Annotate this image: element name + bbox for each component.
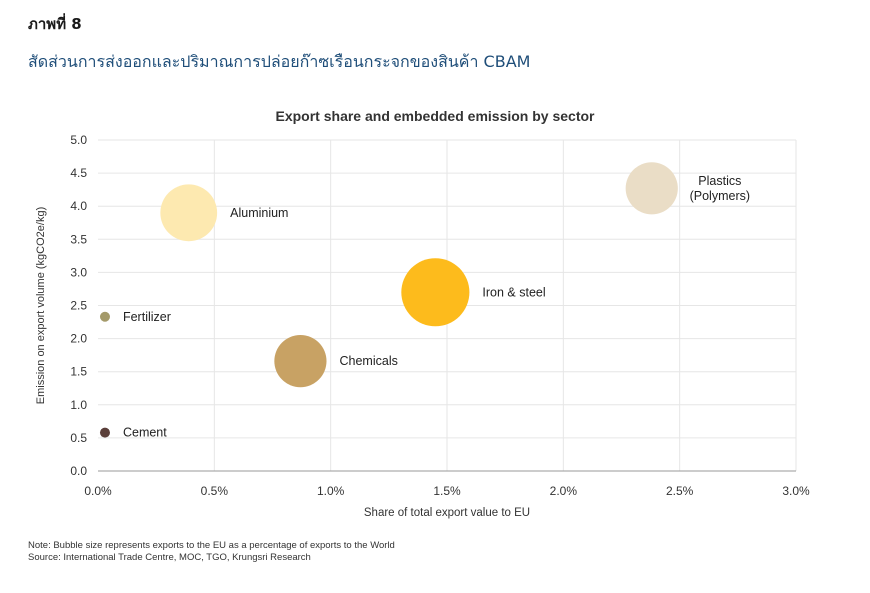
figure-title: สัดส่วนการส่งออกและปริมาณการปล่อยก๊าซเรื…: [28, 52, 531, 71]
y-axis-label: Emission on export volume (kgCO2e/kg): [35, 207, 47, 404]
bubble-label: Iron & steel: [482, 285, 545, 299]
axes: 0.0 0.5 1.0 1.5 2.0 2.5 3.0 3.5 4.0 4.5 5.0 0.0% 0.5…: [70, 133, 810, 498]
x-tick-label: 1.0%: [317, 484, 345, 498]
y-tick-label: 0.0: [70, 464, 87, 478]
y-tick-label: 2.0: [70, 332, 87, 346]
bubble-label: Chemicals: [340, 354, 398, 368]
y-tick-label: 4.5: [70, 166, 87, 180]
bubbles: [99, 162, 678, 438]
y-tick-label: 4.0: [70, 199, 87, 213]
bubble: [401, 258, 470, 327]
x-tick-label: 0.0%: [84, 484, 112, 498]
x-axis-label: Share of total export value to EU: [364, 507, 530, 519]
y-tick-label: 1.5: [70, 365, 87, 379]
x-tick-label: 0.5%: [201, 484, 229, 498]
source-text: Source: International Trade Centre, MOC,…: [28, 552, 311, 563]
y-tick-label: 5.0: [70, 133, 87, 147]
y-tick-label: 3.5: [70, 232, 87, 246]
bubble-label: Fertilizer: [123, 310, 171, 324]
bubble-label: Aluminium: [230, 206, 288, 220]
figure-label: ภาพที่ 8: [28, 15, 82, 33]
x-tick-label: 2.0%: [550, 484, 578, 498]
y-tick-label: 1.0: [70, 398, 87, 412]
bubble: [99, 311, 110, 322]
y-tick-label: 0.5: [70, 431, 87, 445]
bubble-labels: Cement Fertilizer Aluminium Chemicals Iron &…: [123, 174, 750, 440]
x-tick-label: 1.5%: [433, 484, 461, 498]
y-tick-label: 2.5: [70, 299, 87, 313]
y-tick-label: 3.0: [70, 265, 87, 279]
x-tick-label: 3.0%: [782, 484, 810, 498]
bubble: [274, 335, 327, 388]
bubble: [160, 184, 218, 242]
note-text: Note: Bubble size represents exports to …: [28, 540, 395, 551]
chart-title: Export share and embedded emission by se…: [275, 108, 595, 124]
footnotes: Note: Bubble size represents exports to …: [28, 540, 395, 564]
bubble: [99, 427, 110, 438]
bubble-label: (Polymers): [690, 189, 750, 203]
bubble: [625, 162, 678, 215]
x-tick-label: 2.5%: [666, 484, 694, 498]
bubble-label: Plastics: [698, 174, 741, 188]
bubble-label: Cement: [123, 426, 167, 440]
